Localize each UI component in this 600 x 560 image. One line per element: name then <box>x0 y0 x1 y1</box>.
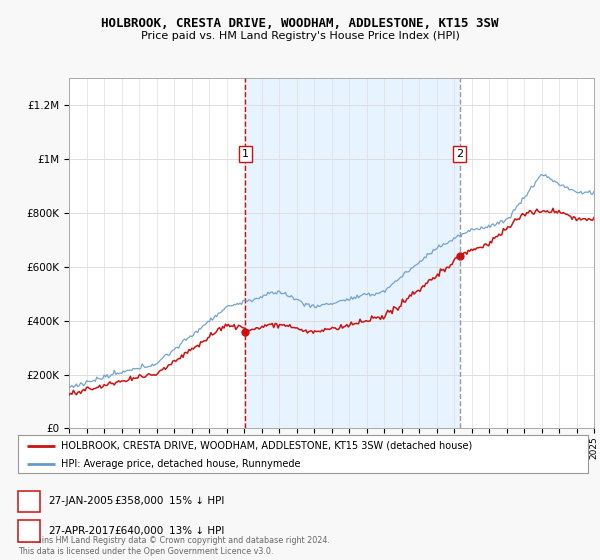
Text: 2: 2 <box>456 149 463 159</box>
Text: HOLBROOK, CRESTA DRIVE, WOODHAM, ADDLESTONE, KT15 3SW: HOLBROOK, CRESTA DRIVE, WOODHAM, ADDLEST… <box>101 17 499 30</box>
Text: £640,000: £640,000 <box>115 526 164 536</box>
Text: 13% ↓ HPI: 13% ↓ HPI <box>169 526 224 536</box>
Text: 1: 1 <box>242 149 249 159</box>
Bar <box>245 78 460 428</box>
Text: 2: 2 <box>25 526 32 536</box>
Text: HOLBROOK, CRESTA DRIVE, WOODHAM, ADDLESTONE, KT15 3SW (detached house): HOLBROOK, CRESTA DRIVE, WOODHAM, ADDLEST… <box>61 441 472 451</box>
Text: 27-JAN-2005: 27-JAN-2005 <box>49 496 114 506</box>
Text: £358,000: £358,000 <box>115 496 164 506</box>
Text: HPI: Average price, detached house, Runnymede: HPI: Average price, detached house, Runn… <box>61 459 300 469</box>
Text: 1: 1 <box>25 496 32 506</box>
Text: Price paid vs. HM Land Registry's House Price Index (HPI): Price paid vs. HM Land Registry's House … <box>140 31 460 41</box>
Text: 15% ↓ HPI: 15% ↓ HPI <box>169 496 224 506</box>
Text: Contains HM Land Registry data © Crown copyright and database right 2024.
This d: Contains HM Land Registry data © Crown c… <box>18 536 330 556</box>
Text: 27-APR-2017: 27-APR-2017 <box>49 526 116 536</box>
